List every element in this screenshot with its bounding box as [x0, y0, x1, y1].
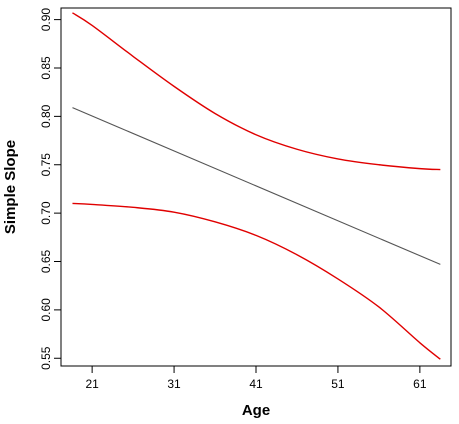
y-axis: 0.55 0.60 0.65 0.70 0.75 0.80 0.85 0.90: [39, 8, 61, 370]
y-tick-label-0.90: 0.90: [39, 8, 53, 32]
y-tick-label-0.65: 0.65: [39, 250, 53, 274]
y-tick-label-0.60: 0.60: [39, 298, 53, 322]
plot-frame: [60, 7, 452, 367]
series-layer: [72, 12, 441, 360]
y-tick-label-0.85: 0.85: [39, 56, 53, 80]
x-tick-label-21: 21: [85, 377, 99, 391]
x-tick-label-41: 41: [249, 377, 263, 391]
upper-bound-line: [72, 12, 441, 171]
x-axis-title: Age: [242, 402, 270, 419]
y-tick-label-0.80: 0.80: [39, 104, 53, 128]
y-tick-label-0.70: 0.70: [39, 201, 53, 225]
lower-bound-line: [72, 202, 441, 360]
y-tick-label-0.55: 0.55: [39, 346, 53, 370]
estimate-line: [72, 107, 441, 265]
y-axis-title: Simple Slope: [2, 140, 19, 234]
x-tick-label-61: 61: [413, 377, 427, 391]
x-tick-label-51: 51: [331, 377, 345, 391]
x-axis: 21 31 41 51 61: [85, 366, 427, 391]
y-tick-label-0.75: 0.75: [39, 153, 53, 177]
x-tick-label-31: 31: [167, 377, 181, 391]
